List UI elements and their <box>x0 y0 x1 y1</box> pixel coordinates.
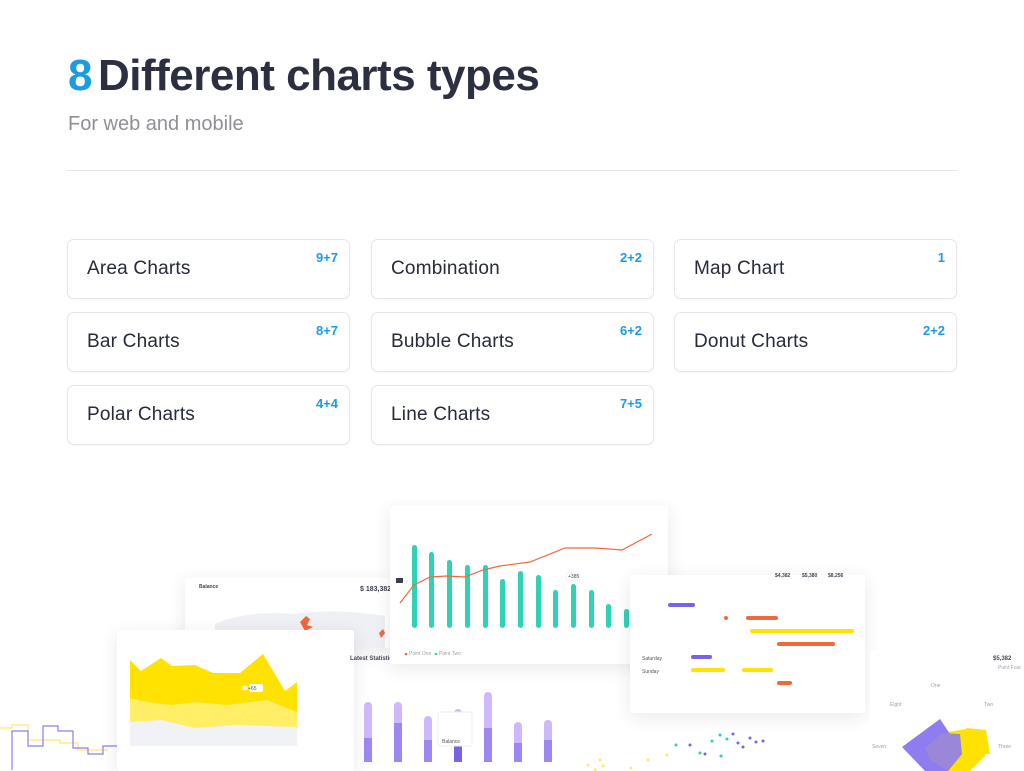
combination-chart-preview: Point One Point Two +385 <box>390 506 668 664</box>
polar-axis-three: Three <box>998 744 1012 750</box>
gantt-stat-1: $4,382 <box>775 573 791 579</box>
card-area-charts[interactable]: Area Charts 9+7 <box>67 239 350 299</box>
gantt-row-sunday: Sunday <box>642 669 659 675</box>
polar-axis-two: Two <box>984 702 994 708</box>
timeline-graphic <box>668 603 854 685</box>
card-count: 2+2 <box>922 323 945 338</box>
header: 8 Different charts types For web and mobi… <box>68 51 540 136</box>
card-donut-charts[interactable]: Donut Charts 2+2 <box>674 312 957 372</box>
stacked-bars-graphic <box>364 692 552 762</box>
polar-chart-preview: $5,382 Point Four One Two Three Seven Ei… <box>870 650 1024 771</box>
tooltip-balance-label: Balance <box>442 739 461 745</box>
polar-value: $5,382 <box>993 656 1012 662</box>
card-label: Polar Charts <box>87 404 195 425</box>
stacked-bar-chart-preview: Latest Statistics Balance <box>350 650 560 771</box>
combination-chart-graphic <box>396 533 653 656</box>
card-label: Map Chart <box>694 258 785 279</box>
card-count: 8+7 <box>315 323 338 338</box>
card-label: Line Charts <box>391 404 491 425</box>
divider <box>67 170 957 171</box>
page-title: 8 Different charts types <box>68 51 540 100</box>
card-combination[interactable]: Combination 2+2 <box>371 239 654 299</box>
map-value: $ 183,382 <box>360 586 392 593</box>
card-polar-charts[interactable]: Polar Charts 4+4 <box>67 385 350 445</box>
title-number: 8 <box>68 51 92 100</box>
card-line-charts[interactable]: Line Charts 7+5 <box>371 385 654 445</box>
card-count: 2+2 <box>619 250 642 265</box>
card-bubble-charts[interactable]: Bubble Charts 6+2 <box>371 312 654 372</box>
combo-legend-2: Point Two <box>439 651 461 657</box>
bubble-chart-graphic <box>586 732 765 771</box>
card-map-chart[interactable]: Map Chart 1 <box>674 239 957 299</box>
card-label: Donut Charts <box>694 331 809 352</box>
card-bar-charts[interactable]: Bar Charts 8+7 <box>67 312 350 372</box>
timeline-chart-preview: $4,382 $5,380 $8,256 Saturday Sunday <box>630 573 865 713</box>
gantt-row-saturday: Saturday <box>642 656 663 662</box>
combo-legend-1: Point One <box>409 651 432 657</box>
gantt-stat-3: $8,256 <box>828 573 844 579</box>
gantt-stat-2: $5,380 <box>802 573 818 579</box>
page-subtitle: For web and mobile <box>68 113 244 135</box>
step-line-chart-preview <box>0 670 120 771</box>
title-text: Different charts types <box>97 51 540 100</box>
stats-title: Latest Statistics <box>350 656 397 662</box>
polar-axis-one: One <box>931 683 941 689</box>
polar-legend: Point Four <box>998 665 1022 671</box>
step-line-chart-graphic <box>0 724 120 770</box>
combo-tooltip: +385 <box>568 574 580 580</box>
card-label: Area Charts <box>87 258 191 279</box>
area-chart-graphic <box>130 654 297 746</box>
card-count: 6+2 <box>619 323 642 338</box>
card-count: 1 <box>937 250 945 265</box>
card-label: Bubble Charts <box>391 331 515 352</box>
area-tooltip: +65 <box>248 686 257 692</box>
chart-preview-collage: Balance $ 183,382 +65 Latest Statistics <box>0 500 1024 771</box>
polar-axis-seven: Seven <box>872 744 887 750</box>
radar-graphic <box>902 719 990 771</box>
card-label: Bar Charts <box>87 331 180 352</box>
card-count: 9+7 <box>315 250 338 265</box>
polar-axis-eight: Eight <box>890 702 902 708</box>
map-title: Balance <box>199 584 219 590</box>
card-count: 7+5 <box>619 396 642 411</box>
area-chart-preview: +65 <box>117 630 354 771</box>
card-count: 4+4 <box>315 396 338 411</box>
bubble-chart-preview <box>555 713 795 771</box>
card-label: Combination <box>391 258 500 279</box>
